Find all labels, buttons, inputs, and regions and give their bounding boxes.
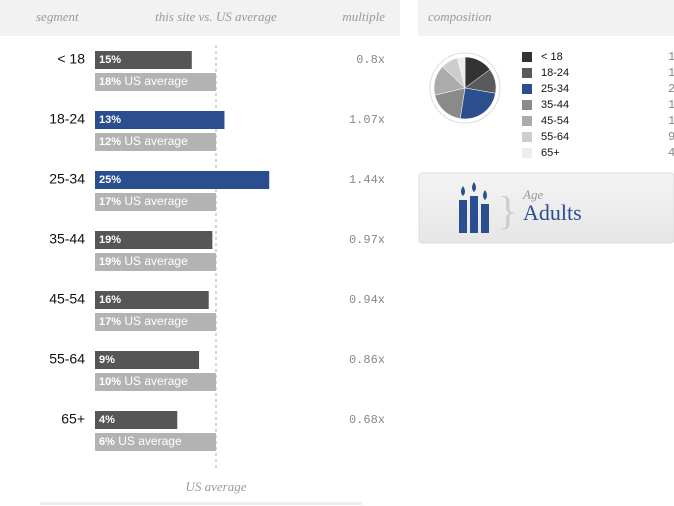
legend-swatch (522, 148, 532, 158)
multiple: 0.94x (349, 293, 385, 307)
legend-value: 13% (668, 66, 674, 80)
segment-label: 65+ (61, 411, 85, 427)
site-bar (95, 291, 209, 309)
legend-value: 15% (668, 50, 674, 64)
site-bar (95, 171, 270, 189)
legend-swatch (522, 116, 532, 126)
legend-label: < 18 (541, 51, 563, 63)
us-text: US average (118, 434, 182, 448)
us-bar (95, 253, 216, 271)
segment-label: 18-24 (49, 111, 85, 127)
left-header-bar (0, 0, 400, 36)
us-value: 19% (99, 256, 121, 268)
us-text: US average (124, 254, 188, 268)
us-value: 6% (99, 436, 115, 448)
header-compare: this site vs. US average (155, 9, 277, 24)
us-label: 19% US average (99, 254, 188, 268)
segment-label: 55-64 (49, 351, 85, 367)
legend-swatch (522, 52, 532, 62)
candles-icon (459, 182, 489, 233)
us-bar (95, 313, 216, 331)
us-label: 18% US average (99, 74, 188, 88)
us-bar (95, 433, 216, 451)
legend-label: 45-54 (541, 115, 569, 127)
brace: } (498, 188, 517, 233)
site-label: 4% (99, 414, 115, 426)
us-value: 17% (99, 196, 121, 208)
us-label: 6% US average (99, 434, 182, 448)
site-bar (95, 411, 178, 429)
multiple: 0.97x (349, 233, 385, 247)
us-value: 18% (99, 76, 121, 88)
legend-label: 25-34 (541, 83, 569, 95)
legend-swatch (522, 132, 532, 142)
us-label: 10% US average (99, 374, 188, 388)
us-bar (95, 133, 216, 151)
site-label: 16% (99, 294, 121, 306)
card-value: Adults (523, 200, 582, 225)
us-label: 17% US average (99, 194, 188, 208)
site-label: 13% (99, 114, 121, 126)
footer-rule (40, 502, 362, 505)
us-value: 17% (99, 316, 121, 328)
multiple: 0.86x (349, 353, 385, 367)
us-label: 17% US average (99, 314, 188, 328)
site-label: 19% (99, 234, 121, 246)
multiple: 0.68x (349, 413, 385, 427)
site-label: 9% (99, 354, 115, 366)
legend-value: 9% (668, 130, 674, 144)
segment-label: < 18 (57, 51, 85, 67)
us-text: US average (124, 194, 188, 208)
site-label: 15% (99, 54, 121, 66)
legend-label: 55-64 (541, 131, 569, 143)
legend-label: 65+ (541, 147, 560, 159)
legend-label: 18-24 (541, 67, 569, 79)
segment-label: 35-44 (49, 231, 85, 247)
site-label: 25% (99, 174, 121, 186)
us-bar (95, 373, 216, 391)
footer: US average (185, 479, 246, 494)
legend-swatch (522, 100, 532, 110)
multiple: 1.44x (349, 173, 385, 187)
multiple: 0.8x (356, 53, 385, 67)
segment-label: 25-34 (49, 171, 85, 187)
us-bar (95, 193, 216, 211)
header-multiple: multiple (342, 9, 385, 24)
legend-label: 35-44 (541, 99, 569, 111)
site-bar (95, 111, 225, 129)
us-bar (95, 73, 216, 91)
legend-value: 16% (668, 114, 674, 128)
legend-value: 19% (668, 98, 674, 112)
us-text: US average (124, 374, 188, 388)
us-text: US average (124, 74, 188, 88)
us-text: US average (124, 314, 188, 328)
card-label: Age (522, 187, 543, 202)
legend-value: 4% (668, 146, 674, 160)
multiple: 1.07x (349, 113, 385, 127)
pie-slice (457, 56, 466, 89)
segment-label: 45-54 (49, 291, 85, 307)
us-label: 12% US average (99, 134, 188, 148)
us-value: 10% (99, 376, 121, 388)
legend-value: 25% (668, 82, 674, 96)
site-bar (95, 231, 213, 249)
legend-swatch (522, 84, 532, 94)
us-value: 12% (99, 136, 121, 148)
header-segment: segment (36, 9, 79, 24)
us-text: US average (124, 134, 188, 148)
header-composition: composition (428, 9, 492, 24)
right-header-bar (418, 0, 674, 36)
legend-swatch (522, 68, 532, 78)
site-bar (95, 351, 200, 369)
site-bar (95, 51, 192, 69)
pie-slice (459, 87, 496, 120)
